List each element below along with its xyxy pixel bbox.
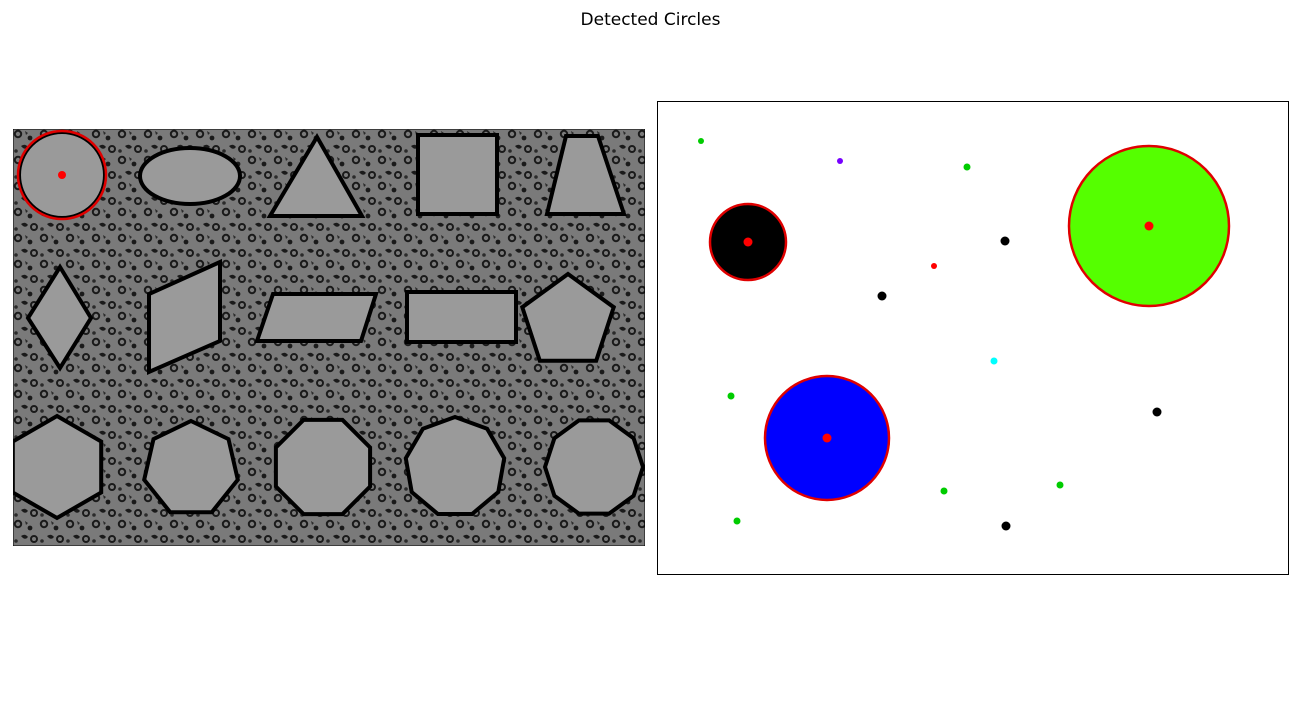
small-dot xyxy=(963,163,971,171)
circles-image xyxy=(657,101,1289,575)
pentagon-shape xyxy=(519,271,617,363)
small-dot xyxy=(1001,521,1011,531)
small-dot xyxy=(990,357,998,365)
detection-center-dot xyxy=(743,237,753,247)
trapezoid-shape xyxy=(544,134,627,216)
ellipse-shape xyxy=(138,146,242,206)
rhombus-shape xyxy=(25,263,94,372)
small-dot xyxy=(1056,481,1064,489)
right-image-panel xyxy=(657,101,1289,575)
small-dot xyxy=(837,158,843,164)
heptagon-shape xyxy=(142,418,240,515)
left-image-panel xyxy=(13,129,645,546)
figure-title: Detected Circles xyxy=(580,10,721,30)
small-dot xyxy=(931,263,937,269)
detection-ring xyxy=(763,374,891,502)
parallelogram-vertical-shape xyxy=(147,258,222,376)
small-dot xyxy=(1152,407,1162,417)
triangle-shape xyxy=(266,133,366,218)
detection-ring xyxy=(1067,144,1231,308)
small-dot xyxy=(877,291,887,301)
detection-center-dot xyxy=(822,433,832,443)
small-dot xyxy=(698,138,704,144)
shapes-image xyxy=(13,129,645,546)
nonagon-shape xyxy=(403,414,507,516)
small-dot xyxy=(727,392,735,400)
square-shape xyxy=(416,133,499,216)
decagon-shape xyxy=(542,418,645,516)
detection-ring xyxy=(708,202,788,282)
hexagon-shape xyxy=(13,413,104,521)
detection-center-dot xyxy=(1144,221,1154,231)
small-dot xyxy=(940,487,948,495)
rectangle-shape xyxy=(405,290,518,344)
small-dot xyxy=(733,517,741,525)
parallelogram-shape xyxy=(254,292,379,343)
octagon-shape xyxy=(273,417,373,517)
small-dot xyxy=(1000,236,1010,246)
detection-ring xyxy=(16,129,108,221)
detection-center-dot xyxy=(58,171,66,179)
